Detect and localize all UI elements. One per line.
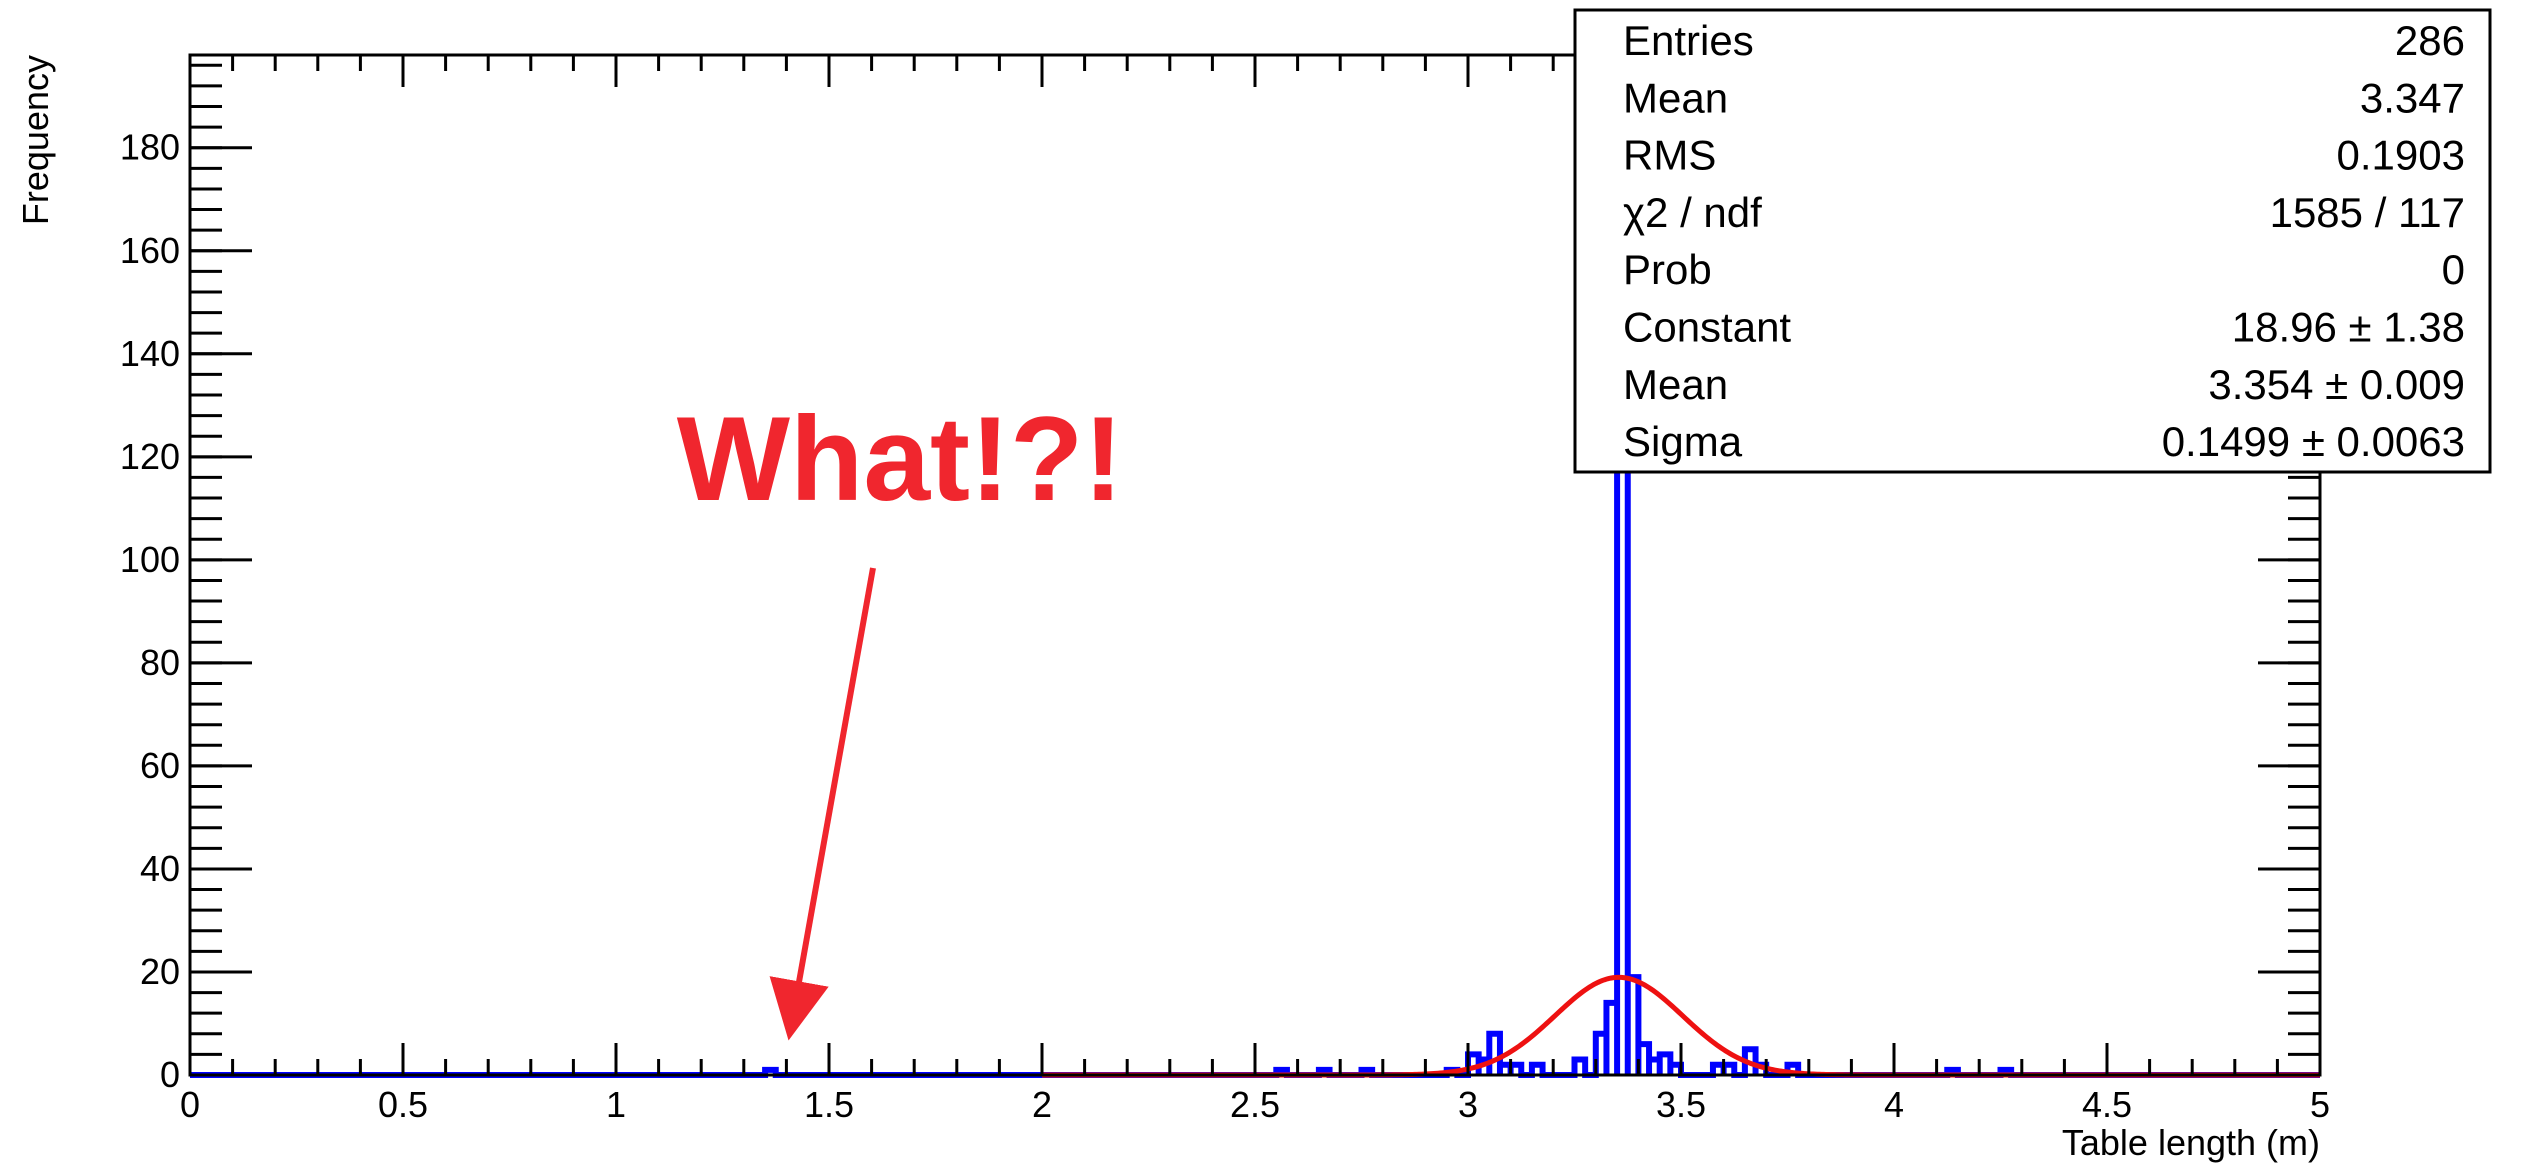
stats-row-value: 18.96 ± 1.38 [2232,304,2465,351]
stats-row-value: 3.354 ± 0.009 [2208,361,2465,408]
stats-row-label: Prob [1623,246,1712,293]
y-tick-label: 0 [160,1054,180,1095]
stats-row-label: Sigma [1623,418,1743,465]
x-tick-label: 3.5 [1656,1084,1706,1125]
x-tick-label: 2.5 [1230,1084,1280,1125]
stats-row-value: 1585 / 117 [2270,189,2465,236]
x-tick-label: 0.5 [378,1084,428,1125]
x-tick-label: 5 [2310,1084,2330,1125]
y-tick-label: 120 [120,436,180,477]
x-tick-label: 1.5 [804,1084,854,1125]
y-tick-label: 60 [140,745,180,786]
stats-row-value: 3.347 [2360,74,2465,121]
y-tick-label: 180 [120,127,180,168]
x-tick-label: 0 [180,1084,200,1125]
stats-box [1573,8,2492,474]
x-tick-label: 4.5 [2082,1084,2132,1125]
y-tick-label: 160 [120,230,180,271]
stats-row-label: χ2 / ndf [1623,189,1762,236]
x-tick-label: 4 [1884,1084,1904,1125]
stats-row-value: 286 [2395,17,2465,64]
annotation-arrow [769,567,876,1041]
y-tick-label: 20 [140,951,180,992]
x-tick-label: 1 [606,1084,626,1125]
y-tick-label: 140 [120,333,180,374]
x-tick-label: 3 [1458,1084,1478,1125]
y-tick-label: 80 [140,642,180,683]
stats-row-label: Constant [1623,304,1791,351]
stats-row-value: 0.1499 ± 0.0063 [2162,418,2465,465]
x-axis-title: Table length (m) [2062,1122,2320,1163]
stats-row-label: Mean [1623,74,1728,121]
y-tick-label: 40 [140,848,180,889]
stats-row-value: 0 [2442,246,2465,293]
annotation-text: What!?! [677,392,1123,526]
stats-row-label: RMS [1623,132,1716,179]
y-tick-label: 100 [120,539,180,580]
y-axis-title: Frequency [15,55,56,225]
stats-row-value: 0.1903 [2337,132,2465,179]
x-tick-label: 2 [1032,1084,1052,1125]
stats-row-label: Entries [1623,17,1754,64]
stats-row-label: Mean [1623,361,1728,408]
